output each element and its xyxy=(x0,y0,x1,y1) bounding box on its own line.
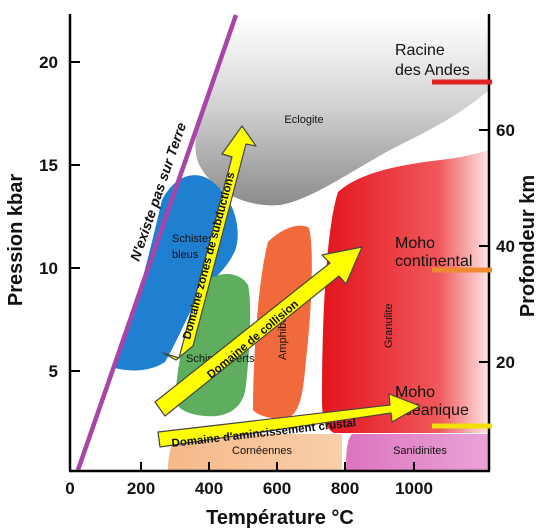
corneennes-label: Cornéennes xyxy=(232,445,292,457)
moho-continental-label: continental xyxy=(395,253,472,270)
y-right-tick-marks xyxy=(479,129,489,363)
y-right-tick-label: 20 xyxy=(496,353,515,372)
schistes-bleus-zone xyxy=(115,175,238,371)
x-tick-label: 600 xyxy=(263,479,291,498)
racine-andes-label: des Andes xyxy=(395,62,470,79)
granulite-zone xyxy=(322,150,489,433)
y-right-axis-title: Profondeur km xyxy=(517,175,539,317)
moho-oceanique-label: Moho xyxy=(395,384,435,401)
y-right-tick-label: 40 xyxy=(496,237,515,256)
sanidinites-zone xyxy=(346,434,489,470)
y-left-tick-marks xyxy=(70,61,80,372)
y-left-tick-label: 5 xyxy=(49,362,58,381)
y-left-tick-label: 15 xyxy=(39,156,58,175)
x-tick-label: 400 xyxy=(195,479,223,498)
y-left-tick-label: 20 xyxy=(39,53,58,72)
y-left-tick-label: 10 xyxy=(39,259,58,278)
schistes-bleus-label: Schistes xyxy=(172,233,214,245)
x-tick-label: 800 xyxy=(331,479,359,498)
eclogite-label: Eclogite xyxy=(284,114,323,126)
sanidinites-label: Sanidinites xyxy=(393,445,447,457)
y-right-tick-label: 60 xyxy=(496,121,515,140)
eclogite-zone xyxy=(195,18,489,206)
schistes-bleus-label: bleus xyxy=(172,249,199,261)
y-left-axis-title: Pression kbar xyxy=(5,174,27,307)
x-tick-label: 1000 xyxy=(395,479,433,498)
moho-continental-label: Moho xyxy=(395,235,435,252)
x-axis-title: Température °C xyxy=(206,507,354,529)
x-tick-label: 200 xyxy=(127,479,155,498)
racine-andes-label: Racine xyxy=(395,42,445,59)
granulite-label: Granulite xyxy=(383,303,395,348)
corneennes-zone xyxy=(168,434,342,471)
x-tick-marks xyxy=(140,462,415,471)
x-tick-label: 0 xyxy=(65,479,74,498)
forbidden-boundary-line xyxy=(75,14,239,471)
